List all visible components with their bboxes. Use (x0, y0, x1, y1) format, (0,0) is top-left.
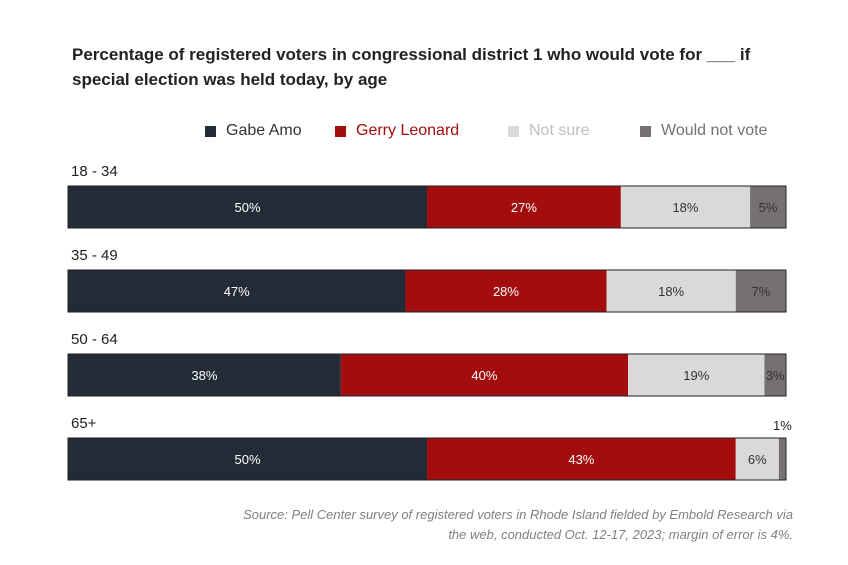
bar-segment (764, 354, 786, 396)
legend-swatch (640, 125, 651, 137)
category-label: 35 - 49 (71, 247, 118, 264)
data-label: 5% (759, 200, 778, 215)
data-label: 18% (672, 200, 698, 215)
bar-segment (606, 270, 736, 312)
bar-segment (427, 186, 621, 228)
legend-label: Not sure (529, 122, 590, 139)
legend-label: Gabe Amo (226, 122, 302, 139)
bar-segment (620, 186, 751, 228)
category-label: 50 - 64 (71, 331, 118, 348)
bar-segment (427, 438, 736, 480)
bar-segment (750, 186, 786, 228)
legend-label: Would not vote (661, 122, 768, 139)
legend-item: Would not vote (640, 122, 767, 140)
bar-segment (628, 354, 765, 396)
legend-label: Gerry Leonard (356, 122, 460, 139)
bar-segment (778, 438, 786, 480)
legend-item: Gerry Leonard (335, 122, 459, 140)
legend-swatch (205, 125, 216, 137)
category-label: 18 - 34 (71, 163, 118, 180)
bar-outline (67, 437, 787, 481)
data-label: 43% (568, 452, 594, 467)
data-label: 19% (683, 368, 709, 383)
data-label: 50% (234, 452, 260, 467)
bar-segment (340, 354, 629, 396)
data-label: 38% (191, 368, 217, 383)
data-label: 3% (766, 368, 785, 383)
bar-segment (68, 270, 406, 312)
bar-outline (67, 185, 787, 229)
legend-item: Gabe Amo (205, 122, 302, 140)
data-label: 27% (511, 200, 537, 215)
data-label: 18% (658, 284, 684, 299)
bar-segment (735, 438, 779, 480)
category-label: 65+ (71, 415, 97, 432)
data-label: 28% (493, 284, 519, 299)
bar-segment (735, 270, 786, 312)
legend: Gabe Amo Gerry Leonard Not sure Would not v… (0, 122, 848, 142)
data-label: 50% (234, 200, 260, 215)
legend-item: Not sure (508, 122, 589, 140)
data-label: 7% (751, 284, 770, 299)
legend-swatch (335, 125, 346, 137)
bar-segment (68, 354, 341, 396)
bar-segment (405, 270, 607, 312)
legend-swatch (508, 125, 519, 137)
bar-segment (68, 438, 427, 480)
data-label: 47% (224, 284, 250, 299)
data-label: 1% (773, 418, 792, 433)
bar-outline (67, 353, 787, 397)
source-note: Source: Pell Center survey of registered… (243, 507, 793, 542)
bar-segment (68, 186, 427, 228)
chart-title: Percentage of registered voters in congr… (72, 45, 751, 89)
bar-outline (67, 269, 787, 313)
data-label: 40% (471, 368, 497, 383)
data-label: 6% (748, 452, 767, 467)
